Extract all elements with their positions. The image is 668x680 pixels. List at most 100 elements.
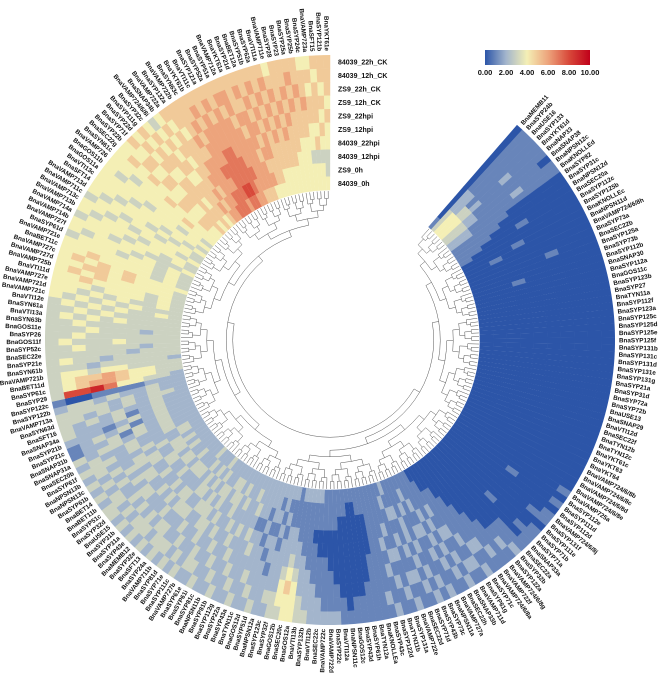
heatmap-cell xyxy=(181,239,196,252)
dendrogram-branch xyxy=(250,213,256,221)
heatmap-cell xyxy=(323,95,331,110)
heatmap-cell xyxy=(476,261,491,272)
heatmap-cell xyxy=(420,473,432,488)
heatmap-cell xyxy=(153,338,167,344)
heatmap-cell xyxy=(94,401,110,411)
heatmap-cell xyxy=(173,566,187,582)
heatmap-cell xyxy=(134,394,150,404)
heatmap-cell xyxy=(188,254,203,265)
dendrogram-branch xyxy=(364,476,368,485)
heatmap-cell xyxy=(505,181,521,195)
heatmap-cell xyxy=(428,216,441,230)
heatmap-cell xyxy=(530,192,546,206)
heatmap-cell xyxy=(297,151,304,166)
heatmap-cell xyxy=(143,416,159,428)
heatmap-cell xyxy=(190,478,204,492)
dendrogram-branch xyxy=(197,389,199,393)
dendrogram-branch xyxy=(236,233,242,239)
heatmap-cell xyxy=(493,167,509,182)
heatmap-cell xyxy=(577,407,593,418)
heatmap-cell xyxy=(477,310,492,317)
heatmap-cell xyxy=(457,528,471,544)
heatmap-cell xyxy=(46,372,62,381)
heatmap-cell xyxy=(444,552,457,569)
heatmap-cell xyxy=(266,130,276,146)
heatmap-cell xyxy=(497,473,513,487)
heatmap-cell xyxy=(131,149,147,165)
dendrogram-branch xyxy=(358,478,361,487)
heatmap-cell xyxy=(568,431,584,443)
heatmap-cell xyxy=(351,582,360,597)
heatmap-cell xyxy=(527,243,543,255)
dendrogram-branch xyxy=(464,367,477,371)
heatmap-cell xyxy=(159,287,175,296)
dendrogram-branch xyxy=(200,351,208,353)
heatmap-cell xyxy=(154,146,169,161)
heatmap-cell xyxy=(169,170,183,185)
heatmap-cell xyxy=(150,399,166,409)
heatmap-cell xyxy=(470,282,485,292)
heatmap-cell xyxy=(567,280,583,290)
dendrogram-branch xyxy=(462,385,465,389)
dendrogram-branch xyxy=(192,372,200,375)
heatmap-cell xyxy=(112,470,128,484)
dendrogram-branch xyxy=(262,466,267,473)
heatmap-cell xyxy=(180,197,195,211)
heatmap-cell xyxy=(173,416,189,428)
heatmap-cell xyxy=(315,149,322,164)
heatmap-cell xyxy=(159,486,174,501)
heatmap-cell xyxy=(492,350,507,356)
dendrogram-branch xyxy=(444,389,451,401)
heatmap-cell xyxy=(405,570,416,586)
heatmap-cell xyxy=(57,247,74,260)
heatmap-cell xyxy=(114,369,130,377)
heatmap-cell xyxy=(138,522,154,538)
dendrogram-branch xyxy=(232,226,239,233)
heatmap-cell xyxy=(72,312,88,321)
dendrogram-branch xyxy=(450,289,456,292)
heatmap-cell xyxy=(509,273,525,283)
heatmap-cell xyxy=(539,280,555,290)
heatmap-cell xyxy=(101,502,117,517)
heatmap-cell xyxy=(410,510,422,525)
heatmap-cell xyxy=(265,144,275,160)
heatmap-cell xyxy=(378,591,388,607)
heatmap-cell xyxy=(127,490,142,505)
heatmap-cell xyxy=(213,204,226,218)
heatmap-cell xyxy=(233,537,244,553)
heatmap-cell xyxy=(290,111,298,127)
heatmap-cell xyxy=(558,366,573,375)
heatmap-cell xyxy=(216,219,229,233)
heatmap-cell xyxy=(87,184,103,198)
heatmap-cell xyxy=(383,520,393,536)
heatmap-cell xyxy=(400,557,412,573)
heatmap-cell xyxy=(452,246,467,258)
heatmap-cell xyxy=(160,248,176,259)
heatmap-cell xyxy=(234,204,247,219)
heatmap-cell xyxy=(526,388,542,397)
heatmap-cell xyxy=(510,394,526,403)
heatmap-cell xyxy=(301,55,311,71)
heatmap-cell xyxy=(308,123,316,138)
heatmap-cell xyxy=(400,500,411,515)
heatmap-cell xyxy=(240,124,252,140)
heatmap-cell xyxy=(261,475,271,491)
dendrogram-branch xyxy=(291,195,294,204)
heatmap-cell xyxy=(87,367,102,376)
heatmap-cell xyxy=(587,330,602,338)
heatmap-cell xyxy=(396,544,407,560)
heatmap-cell xyxy=(327,530,334,544)
dendrogram-branch xyxy=(431,436,434,439)
heatmap-cell xyxy=(117,244,133,255)
heatmap-cell xyxy=(49,385,64,395)
heatmap-cell xyxy=(106,204,123,218)
heatmap-cell xyxy=(463,430,478,442)
heatmap-cell xyxy=(88,372,103,382)
heatmap-cell xyxy=(129,532,145,548)
heatmap-cell xyxy=(508,144,524,159)
heatmap-cell xyxy=(486,382,501,391)
heatmap-cell xyxy=(123,463,139,477)
dendrogram-branch xyxy=(297,473,299,478)
heatmap-cell xyxy=(502,444,517,456)
dendrogram-branch xyxy=(411,450,415,454)
